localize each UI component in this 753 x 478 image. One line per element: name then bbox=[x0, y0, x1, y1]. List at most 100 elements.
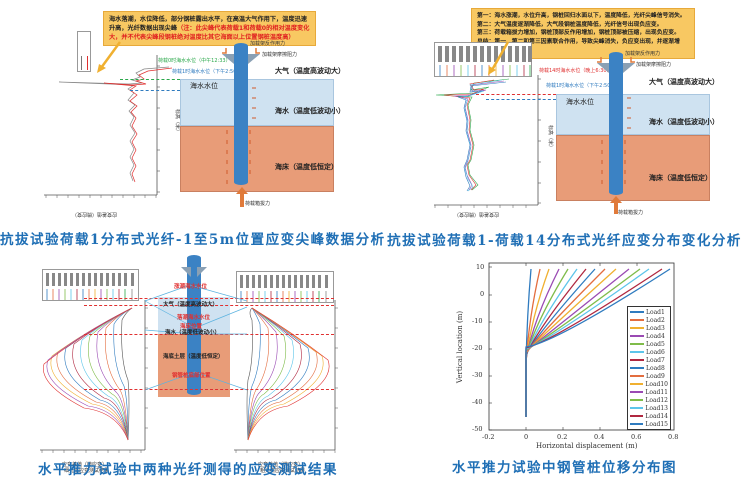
dashed-line-seabed bbox=[84, 334, 334, 335]
y-tick-0: 0 bbox=[480, 290, 485, 298]
strain-chart bbox=[44, 55, 173, 198]
legend-lines bbox=[240, 275, 328, 302]
panel-bottom-left: 涨潮海水水位 大气（温度高波动大） 落潮海水水位 海床位置 海水（温度低波动小）… bbox=[0, 245, 376, 478]
caption-top-left: 抗拔试验荷载1分布式光纤-1至5m位置应变尖峰数据分析 bbox=[0, 232, 386, 248]
legend-item: Load8 bbox=[630, 364, 668, 372]
dashed-line-high-tide bbox=[84, 298, 334, 299]
water-level-label-load0: 荷载0时海水水位（中午12:33） bbox=[158, 58, 231, 64]
seabed-layer bbox=[556, 135, 710, 201]
layer-seabed: 海床（温度低恒定） bbox=[649, 174, 712, 182]
y-tick-minus50: -50 bbox=[472, 425, 483, 433]
panel-top-right: 第一：海水涨潮，水位升高，钢桩回归水面以下，温度降低，光纤尖峰信号消失。 第二：… bbox=[376, 0, 753, 249]
legend-line-load1 bbox=[87, 56, 88, 70]
legend-line-load0 bbox=[81, 56, 82, 70]
legend-item: Load3 bbox=[630, 324, 668, 332]
panel-top-left: 海水落潮，水位降低，部分钢桩露出水平，在高温大气作用下，温度迅速升高，光纤数据出… bbox=[0, 0, 386, 248]
connector-lines bbox=[144, 284, 248, 391]
steel-pile bbox=[609, 52, 623, 195]
layer-seabed: 海床（温度低恒定） bbox=[275, 163, 338, 171]
label-soil: 海底土层（温度低恒定） bbox=[163, 354, 224, 360]
y-tick-minus30: -30 bbox=[472, 371, 483, 379]
dashed-line-pile-bottom bbox=[84, 389, 334, 390]
y-axis-label: Vertical location (m) bbox=[456, 310, 465, 384]
note-line-2: 第二：大气温度逐渐降低，大气段钢桩温度降低，光纤信号出现负应变。 bbox=[477, 21, 663, 28]
water-level-label-load1: 荷载1时海水水位（下午2:50） bbox=[172, 69, 242, 75]
legend-item: Load14 bbox=[630, 412, 668, 420]
legend-item: Load15 bbox=[630, 420, 668, 428]
panel-bottom-right: 10 0 -10 -20 -30 -40 -50 -0.2 0 0.2 0.4 … bbox=[376, 245, 753, 478]
strain-chart-right bbox=[234, 300, 338, 453]
pointer-arrow-icon bbox=[488, 41, 510, 75]
water-level-line-load1 bbox=[130, 90, 180, 91]
pointer-arrow-icon bbox=[97, 41, 122, 73]
legend-item: Load9 bbox=[630, 372, 668, 380]
annotation-note: 海水落潮，水位降低，部分钢桩露出水平，在高温大气作用下，温度迅速升高，光纤数据出… bbox=[103, 11, 316, 46]
y-tick-minus10: -10 bbox=[472, 317, 483, 325]
legend-item: Load1 bbox=[630, 308, 668, 316]
strain-chart-left bbox=[40, 300, 148, 453]
x-tick-0.8: 0.8 bbox=[668, 433, 679, 441]
layer-water-level: 海水水位 bbox=[566, 98, 594, 106]
x-tick-0.4: 0.4 bbox=[594, 433, 605, 441]
x-axis-label: Horizontal displacement (m) bbox=[536, 442, 638, 450]
pull-arrow-icon bbox=[236, 187, 248, 207]
side-force-marks bbox=[226, 87, 256, 184]
legend-item: Load6 bbox=[630, 348, 668, 356]
water-level-line-load14 bbox=[476, 94, 556, 95]
label-pile-bottom: 钢管桩底部位置 bbox=[172, 373, 211, 379]
steel-pile bbox=[187, 255, 201, 395]
layer-water-level: 海水水位 bbox=[190, 82, 218, 90]
y-tick-minus20: -20 bbox=[472, 344, 483, 352]
label-low-tide: 落潮海水水位 bbox=[177, 315, 211, 321]
y-tick-10: 10 bbox=[476, 263, 485, 271]
legend-item: Load5 bbox=[630, 340, 668, 348]
water-level-label-load1: 荷载1时海水水位（下午2:50） bbox=[546, 83, 616, 89]
caption-bottom-left: 水平推力试验中两种光纤测得的应变测试结果 bbox=[38, 462, 338, 478]
label-high-tide: 涨潮海水水位 bbox=[174, 284, 208, 290]
strain-chart bbox=[434, 75, 541, 208]
loading-frame-icon bbox=[597, 57, 635, 73]
x-axis-label: 应变差值（微应变） bbox=[454, 211, 500, 217]
legend-item: Load11 bbox=[630, 388, 668, 396]
x-tick-minus0.2: -0.2 bbox=[482, 433, 495, 441]
label-reaction-force: 加载架反作用力 bbox=[625, 51, 661, 57]
layer-sea: 海水（温度低波动小） bbox=[649, 118, 719, 126]
water-level-line-load1 bbox=[486, 99, 556, 100]
water-level-label-load14: 荷载14时海水水位（晚上6:30） bbox=[539, 68, 612, 74]
x-tick-0.6: 0.6 bbox=[631, 433, 642, 441]
legend-left bbox=[42, 269, 139, 301]
legend-item: Load7 bbox=[630, 356, 668, 364]
label-sea: 海水（温度低波动小） bbox=[165, 330, 221, 336]
layer-air: 大气（温度高波动大） bbox=[649, 78, 719, 86]
x-axis-label: 应变差值（微应变） bbox=[72, 211, 118, 217]
water-layer bbox=[556, 94, 710, 135]
legend-item: Load12 bbox=[630, 396, 668, 404]
legend bbox=[434, 42, 532, 77]
note-text: 海水落潮，水位降低，部分钢桩露出水平，在高温大气作用下，温度迅速升高，光纤数据出… bbox=[109, 16, 307, 32]
x-axis-label-left: 应变差值（微应变） bbox=[62, 462, 108, 468]
steel-pile bbox=[234, 43, 248, 185]
label-air: 大气（温度高波动大） bbox=[163, 302, 219, 308]
legend-item: Load2 bbox=[630, 316, 668, 324]
note-line-1: 第一：海水涨潮，水位升高，钢桩回归水面以下，温度降低，光纤尖峰信号消失。 bbox=[477, 13, 686, 19]
layer-sea: 海水（温度低波动小） bbox=[275, 107, 345, 115]
legend-item: Load4 bbox=[630, 332, 668, 340]
pile-head-icon bbox=[181, 267, 207, 277]
legend-right bbox=[236, 271, 334, 303]
seabed-layer bbox=[180, 126, 334, 192]
label-reaction-force: 加载架反作用力 bbox=[250, 41, 286, 47]
x-tick-0.2: 0.2 bbox=[557, 433, 568, 441]
caption-bottom-right: 水平推力试验中钢管桩位移分布图 bbox=[452, 460, 677, 476]
legend-item: Load13 bbox=[630, 404, 668, 412]
label-friction-force: 加载架摩擦阻力 bbox=[636, 62, 672, 68]
legend bbox=[77, 31, 91, 72]
dashed-line-low-tide bbox=[84, 305, 334, 306]
chart-legend: Load1 Load2 Load3 Load4 Load5 Load6 Load… bbox=[627, 306, 671, 430]
side-force-marks bbox=[601, 97, 631, 184]
x-axis-caption-right: 粗光缆应变测试结果 bbox=[260, 468, 306, 474]
legend-lines bbox=[438, 46, 532, 76]
water-level-line-load0 bbox=[120, 79, 180, 80]
label-friction-force: 加载架摩擦阻力 bbox=[262, 52, 298, 58]
label-pull-force: 荷载箱拔力 bbox=[245, 201, 271, 207]
note-red-text: （注：此尖峰代表荷载1和荷载0的相对温度变化大，并不代表尖峰段钢桩绝对温度比其它… bbox=[109, 25, 310, 41]
